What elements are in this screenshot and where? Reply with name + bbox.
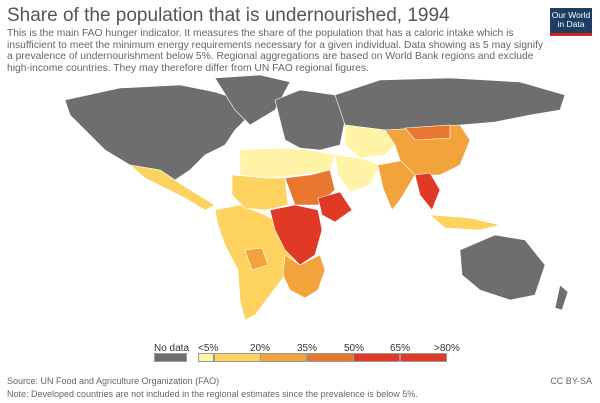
region-mongolia[interactable] (404, 124, 451, 141)
logo-text: in Data (557, 19, 585, 29)
note-text: Note: Developed countries are not includ… (7, 389, 418, 399)
logo-text: Our World (551, 10, 591, 20)
region-ethiopia[interactable] (317, 191, 353, 223)
region-russia[interactable] (334, 77, 566, 131)
region-north-america[interactable] (64, 84, 251, 181)
region-middle-east[interactable] (334, 154, 381, 193)
region-indonesia[interactable] (429, 214, 501, 231)
region-west-africa[interactable] (231, 174, 289, 211)
legend-no-data-swatch[interactable] (154, 353, 187, 362)
legend-bin[interactable] (307, 353, 354, 362)
legend-bin[interactable] (214, 353, 261, 362)
legend-bin[interactable] (198, 353, 214, 362)
region-bolivia[interactable] (244, 247, 269, 271)
region-greenland[interactable] (214, 74, 291, 126)
source-text[interactable]: Source: UN Food and Agriculture Organiza… (7, 376, 220, 386)
region-southern-africa[interactable] (282, 254, 326, 299)
region-europe[interactable] (274, 89, 346, 151)
legend-tick-label: 20% (250, 343, 271, 354)
legend-tick-label: 35% (297, 343, 318, 354)
legend-tick-label: >80% (434, 343, 460, 354)
legend-tick-label: 65% (390, 343, 411, 354)
legend-bin[interactable] (400, 353, 447, 362)
legend-tick-label: <5% (198, 343, 219, 354)
region-australia[interactable] (459, 234, 546, 301)
legend-tick-label: 50% (344, 343, 365, 354)
license-link[interactable]: CC BY-SA (550, 376, 592, 386)
legend-bin[interactable] (353, 353, 400, 362)
chart-subtitle: This is the main FAO hunger indicator. I… (7, 28, 544, 74)
chart-title: Share of the population that is undernou… (7, 5, 450, 26)
region-central-africa[interactable] (269, 204, 323, 266)
region-new-zealand[interactable] (554, 284, 569, 311)
owid-logo[interactable]: Our World in Data (550, 8, 592, 36)
legend-bin[interactable] (260, 353, 307, 362)
legend-no-data-label: No data (154, 343, 190, 354)
region-mexico-central-america[interactable] (128, 164, 216, 211)
world-map (64, 74, 569, 321)
region-southeast-asia[interactable] (414, 172, 441, 211)
